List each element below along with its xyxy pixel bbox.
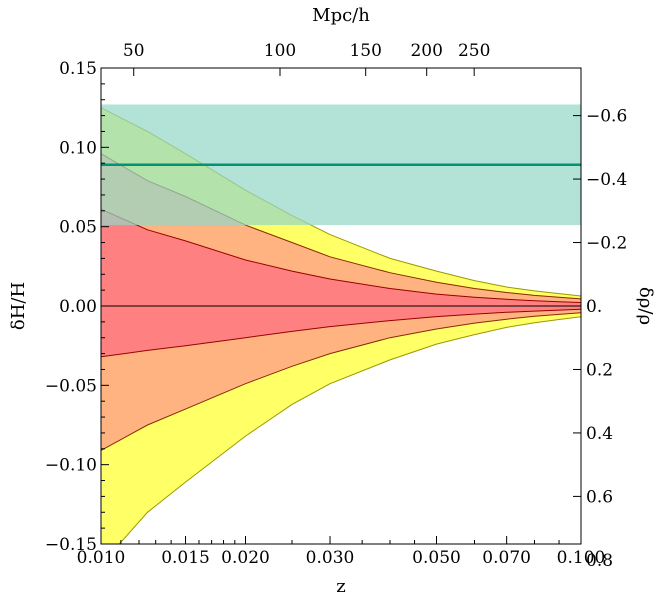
y-tick-label: −0.05 xyxy=(45,376,97,396)
band-3-upper-edge xyxy=(101,208,581,303)
y-axis-title: δH/H xyxy=(8,282,29,330)
top-tick-label: 150 xyxy=(349,41,381,61)
x-axis-title: z xyxy=(336,576,345,597)
plot-area xyxy=(101,104,581,544)
band-3 xyxy=(101,209,581,357)
y-tick-label: −0.10 xyxy=(45,456,97,476)
y-tick-label: 0.15 xyxy=(59,59,97,79)
x-tick-label: 0.010 xyxy=(77,548,126,568)
y-tick-label: 0.05 xyxy=(59,218,97,238)
axes xyxy=(100,67,582,545)
right-tick-label: 0.8 xyxy=(586,551,613,571)
x-tick-label: 0.020 xyxy=(221,548,270,568)
band-2-lower-edge xyxy=(101,312,581,451)
top-tick-label: 100 xyxy=(264,41,296,61)
band-1-lower-edge xyxy=(118,316,581,544)
right-tick-label: −0.2 xyxy=(586,234,627,254)
x-tick-label: 0.030 xyxy=(306,548,355,568)
x-tick-label: 0.100 xyxy=(557,548,606,568)
y-tick-label: −0.15 xyxy=(45,535,97,555)
top-tick-label: 250 xyxy=(458,41,490,61)
right-tick-label: 0. xyxy=(586,297,602,317)
right-tick-label: 0.2 xyxy=(586,360,613,380)
right-tick-label: −0.4 xyxy=(586,170,627,190)
x-tick-label: 0.050 xyxy=(412,548,461,568)
top-tick-label: 200 xyxy=(410,41,442,61)
x-tick-label: 0.015 xyxy=(161,548,210,568)
right-tick-label: 0.4 xyxy=(586,424,613,444)
top-axis-title: Mpc/h xyxy=(312,5,370,26)
right-axis-title: δρ/ρ xyxy=(635,287,656,325)
top-tick-label: 50 xyxy=(123,41,145,61)
labels: 0.010 0.015 0.020 0.030 0.050 0.070 0.100 50 100… xyxy=(45,41,627,571)
y-tick-label: 0.00 xyxy=(59,297,97,317)
band-3-lower-edge xyxy=(101,308,581,358)
right-tick-label: 0.6 xyxy=(586,487,613,507)
y-tick-label: 0.10 xyxy=(59,138,97,158)
x-tick-label: 0.070 xyxy=(482,548,531,568)
right-tick-label: −0.6 xyxy=(586,107,627,127)
